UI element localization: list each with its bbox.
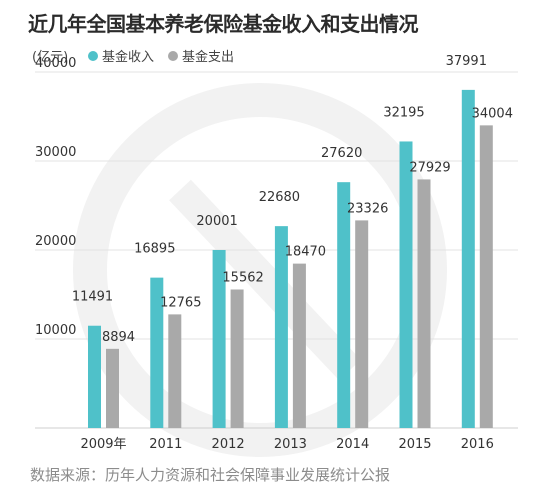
bar-income [399,141,413,429]
data-label-expense: 15562 [222,270,263,285]
bar-income [337,182,351,428]
data-label-expense: 23326 [347,201,388,216]
legend-item-income: 基金收入 [88,46,154,65]
data-label-income: 11491 [72,290,113,305]
data-label-income: 32195 [383,105,424,120]
source-note: 数据来源：历年人力资源和社会保障事业发展统计公报 [30,466,391,484]
y-tick-label: 20000 [35,234,76,249]
bar-income [150,277,164,428]
y-tick-label: 40000 [35,56,76,71]
bar-income [274,226,288,428]
data-label-income: 37991 [446,54,487,69]
data-label-expense: 18470 [285,245,326,260]
data-label-expense: 27929 [409,160,450,175]
legend-label-expense: 基金支出 [182,50,235,65]
bar-expense [230,289,244,428]
bar-income [212,249,226,428]
data-label-expense: 12765 [160,295,201,310]
y-axis-unit: (亿元) [32,50,69,65]
x-tick-label: 2009年 [80,437,126,452]
y-tick-label: 10000 [35,323,76,338]
data-label-income: 16895 [134,242,175,257]
legend-swatch-expense [168,50,179,61]
chart-title: 近几年全国基本养老保险基金收入和支出情况 [28,12,419,36]
x-tick-label: 2014 [336,437,369,452]
x-tick-label: 2011 [149,437,182,452]
data-label-expense: 8894 [102,330,135,345]
legend-swatch-income [88,50,98,61]
y-tick-label: 30000 [35,145,76,160]
legend: 基金收入 基金支出 [88,46,248,65]
x-tick-label: 2012 [212,437,245,452]
x-tick-label: 2016 [461,437,494,452]
x-tick-label: 2015 [398,437,431,452]
bar-expense [292,263,306,428]
bar-expense [355,220,369,428]
data-label-expense: 34004 [472,106,513,121]
x-tick-label: 2013 [274,437,307,452]
bar-expense [106,348,119,428]
legend-item-expense: 基金支出 [168,46,234,65]
data-label-income: 22680 [259,190,300,205]
bar-expense [479,125,493,428]
data-label-income: 27620 [321,146,362,161]
bar-income [88,325,101,428]
bar-expense [417,179,431,428]
legend-label-income: 基金收入 [102,50,155,65]
bar-income [461,89,475,428]
data-label-income: 20001 [196,214,237,229]
bar-expense [168,314,182,428]
